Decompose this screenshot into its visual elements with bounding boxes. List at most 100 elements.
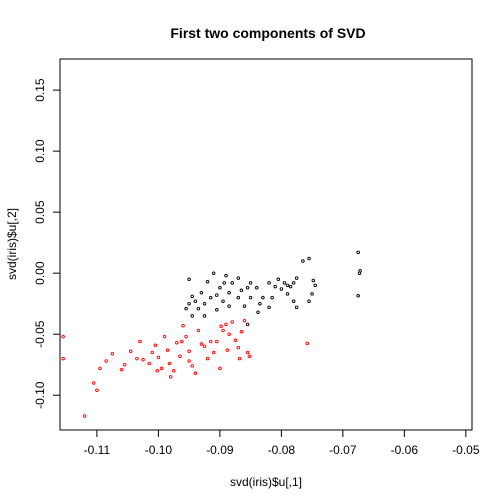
data-point [172,369,176,373]
data-point [141,358,145,362]
data-point [236,345,241,350]
data-point [180,339,184,344]
data-point [242,304,247,308]
data-point [248,295,253,300]
x-axis-label: svd(iris)$u[,1] [230,475,302,489]
x-tick-label: -0.06 [391,443,419,457]
y-tick-label: 0.05 [33,200,47,224]
y-tick-label: 0.15 [33,78,47,102]
data-point [61,356,65,361]
data-point [291,281,296,285]
data-point [128,349,133,354]
data-point [211,271,216,275]
data-point [256,310,260,314]
data-point [291,299,296,303]
data-point [196,328,201,333]
data-point [267,281,271,285]
data-point [237,356,242,361]
data-point [187,301,191,306]
data-point [227,290,231,295]
data-point [218,286,222,290]
y-tick-label: -0.10 [33,381,47,409]
x-tick-label: -0.10 [145,443,173,457]
data-point [270,295,274,300]
data-point [258,301,262,306]
data-point [311,278,316,283]
data-point [193,299,198,303]
data-point [219,324,223,329]
data-point [138,339,142,344]
x-tick-label: -0.09 [206,443,234,457]
data-point [208,295,213,300]
data-point [285,292,290,296]
data-point [221,299,225,303]
data-point [193,371,198,376]
data-point [153,343,158,347]
data-point [184,306,188,311]
data-point [305,341,309,346]
data-point [135,356,139,361]
x-tick-label: -0.07 [329,443,357,457]
data-point [239,330,244,334]
data-point [218,366,222,371]
data-point [205,356,210,361]
y-tick-label: -0.05 [33,320,47,348]
data-point [104,359,108,363]
data-point [227,332,231,336]
data-point [267,305,271,310]
data-point [224,273,228,278]
data-point [187,277,191,282]
data-point [356,250,360,255]
data-point [227,304,231,308]
data-point [224,322,228,327]
data-point [310,292,314,296]
data-point [215,339,219,344]
data-point [202,301,207,306]
data-point [165,348,170,352]
data-point [178,354,182,358]
data-point [184,334,188,339]
data-point [202,314,207,318]
data-point [245,286,250,290]
data-point [159,366,164,371]
data-point [181,323,185,328]
data-point [247,354,252,358]
data-point [313,283,317,288]
data-point [261,295,265,300]
plot-frame [59,58,473,431]
data-point [190,364,194,368]
data-point [307,256,311,261]
data-point [162,334,167,339]
data-point [211,350,216,355]
data-point [82,414,87,418]
data-point [199,290,204,295]
data-point [168,375,173,379]
data-point [276,277,281,282]
data-point [215,308,219,312]
data-point [95,388,99,393]
data-point [273,284,277,289]
data-point [196,306,201,311]
data-point [279,287,284,291]
data-point [119,367,124,372]
data-point [301,259,305,263]
data-point [225,348,230,352]
data-point [98,366,102,371]
data-point [208,339,213,344]
data-points [61,250,362,418]
data-point [282,281,287,285]
data-point [155,369,159,373]
data-point [147,361,151,366]
x-tick-label: -0.08 [268,443,296,457]
data-point [230,281,234,285]
data-point [156,355,161,360]
chart-title: First two components of SVD [170,25,365,41]
x-axis: -0.11 -0.10 -0.09 -0.08 -0.07 -0.06 -0.05 [84,429,480,457]
data-point [357,271,362,275]
data-point [230,320,234,324]
data-point [202,344,207,349]
data-point [248,281,253,285]
data-point [288,284,293,289]
data-point [255,286,259,290]
